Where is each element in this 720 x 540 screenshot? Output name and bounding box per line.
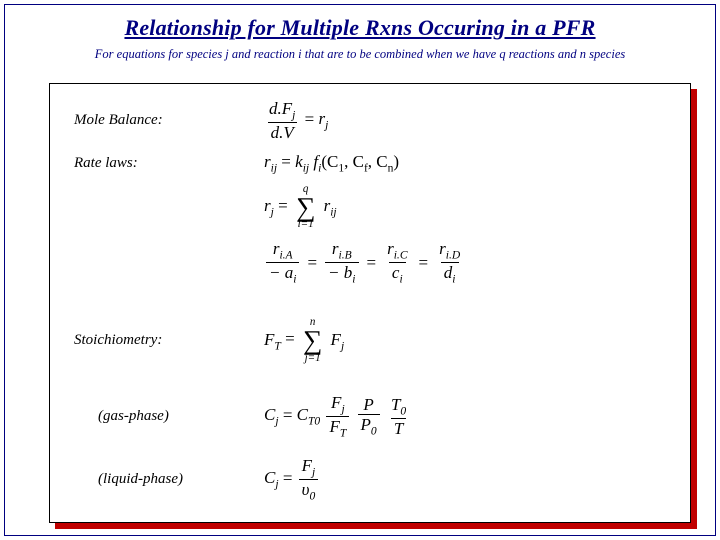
eq-stoich-chain: ri.A − ai = ri.B − bi = ri.C ci <box>264 238 672 287</box>
content-area: Mole Balance: d.Fj d.V = rj Rate laws: r… <box>49 83 695 527</box>
row-mole-balance: Mole Balance: d.Fj d.V = rj <box>74 98 672 143</box>
row-gas-phase: (gas-phase) Cj = CT0 Fj FT P P0 T0 T <box>74 392 672 441</box>
eq-rate-sum: rj = q ∑ i=1 rij <box>264 182 672 233</box>
label-liquid-phase: (liquid-phase) <box>74 471 264 488</box>
slide-subtitle: For equations for species j and reaction… <box>5 45 715 70</box>
label-stoichiometry: Stoichiometry: <box>74 332 264 349</box>
eq-mole-balance: d.Fj d.V = rj <box>264 98 672 143</box>
content-box: Mole Balance: d.Fj d.V = rj Rate laws: r… <box>49 83 691 523</box>
row-stoich-chain: ri.A − ai = ri.B − bi = ri.C ci <box>74 238 672 287</box>
row-rate-sum: rj = q ∑ i=1 rij <box>74 182 672 233</box>
label-mole-balance: Mole Balance: <box>74 112 264 129</box>
eq-liquid-phase: Cj = Fj υ0 <box>264 455 672 504</box>
slide-frame: Relationship for Multiple Rxns Occuring … <box>4 4 716 536</box>
row-rate-laws: Rate laws: rij = kij fi(C1, Cf, Cn) <box>74 151 672 176</box>
eq-ft-sum: FT = n ∑ j=1 Fj <box>264 315 672 366</box>
label-gas-phase: (gas-phase) <box>74 408 264 425</box>
label-rate-laws: Rate laws: <box>74 155 264 172</box>
slide-title: Relationship for Multiple Rxns Occuring … <box>5 5 715 45</box>
eq-rate-law-1: rij = kij fi(C1, Cf, Cn) <box>264 151 672 176</box>
eq-gas-phase: Cj = CT0 Fj FT P P0 T0 T <box>264 392 672 441</box>
row-stoichiometry: Stoichiometry: FT = n ∑ j=1 Fj <box>74 315 672 366</box>
row-liquid-phase: (liquid-phase) Cj = Fj υ0 <box>74 455 672 504</box>
